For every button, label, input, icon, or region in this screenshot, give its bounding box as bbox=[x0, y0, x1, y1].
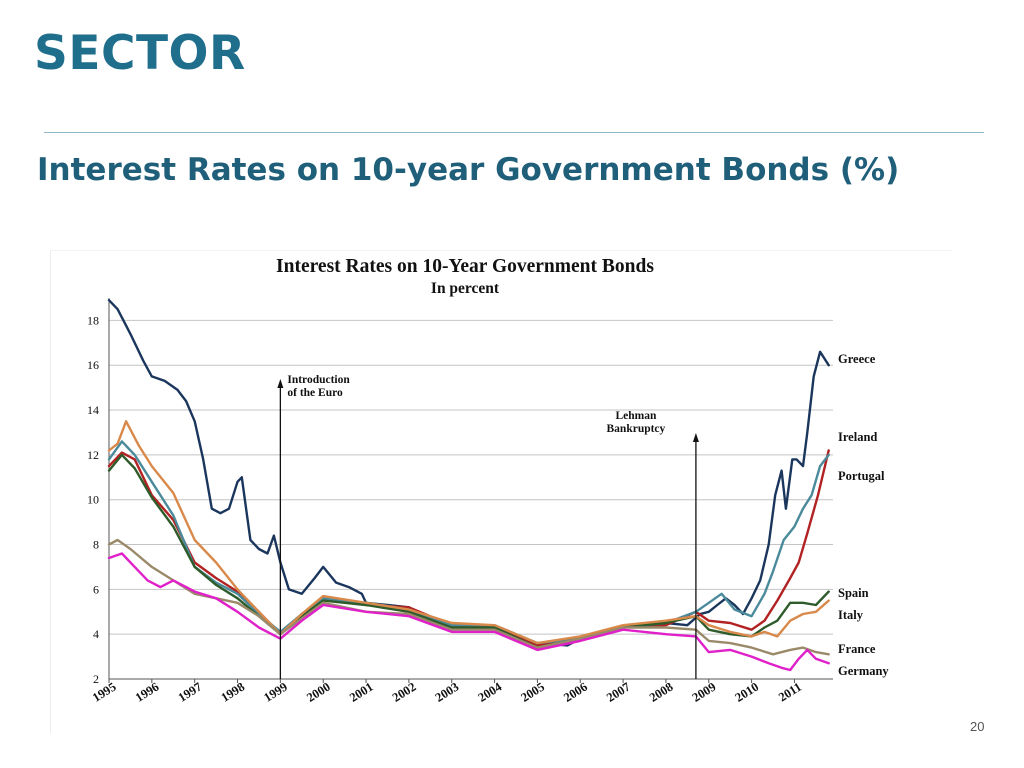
annotation-text: Bankruptcy bbox=[607, 423, 666, 435]
slide-title: SECTOR bbox=[34, 26, 246, 81]
chart-container: Interest Rates on 10-Year Government Bon… bbox=[50, 250, 953, 733]
y-tick-label: 18 bbox=[87, 313, 99, 327]
series-line-portugal bbox=[107, 440, 830, 645]
x-tick-label: 1997 bbox=[176, 680, 205, 705]
series-label-portugal: Portugal bbox=[838, 469, 885, 483]
y-tick-label: 12 bbox=[87, 448, 99, 462]
series-lines bbox=[107, 299, 830, 672]
x-tick-label: 2001 bbox=[347, 680, 376, 705]
x-tick-label: 1998 bbox=[218, 680, 247, 705]
x-tick-label: 2004 bbox=[476, 679, 505, 705]
x-tick-label: 2011 bbox=[776, 680, 804, 705]
y-tick-label: 2 bbox=[93, 672, 99, 686]
annotation-text: of the Euro bbox=[287, 387, 343, 399]
line-chart: Interest Rates on 10-Year Government Bon… bbox=[87, 256, 889, 705]
x-tick-label: 2008 bbox=[647, 680, 676, 705]
y-tick-label: 10 bbox=[87, 493, 99, 507]
chart-title: Interest Rates on 10-Year Government Bon… bbox=[276, 256, 654, 277]
series-line-france bbox=[107, 538, 830, 656]
series-label-france: France bbox=[838, 642, 876, 656]
series-label-ireland: Ireland bbox=[838, 430, 877, 444]
series-label-germany: Germany bbox=[838, 664, 889, 678]
series-label-italy: Italy bbox=[838, 608, 864, 622]
annotation-text: Lehman bbox=[615, 410, 657, 422]
chart-subtitle: In percent bbox=[431, 280, 500, 297]
x-tick-label: 2010 bbox=[733, 680, 762, 705]
annotation-arrow bbox=[692, 433, 699, 442]
x-tick-label: 2009 bbox=[690, 680, 719, 705]
y-tick-label: 8 bbox=[93, 538, 99, 552]
series-line-italy bbox=[107, 420, 830, 645]
x-tick-label: 2000 bbox=[304, 680, 333, 705]
series-labels: Greece Ireland Portugal Spain Italy France Ger… bbox=[838, 352, 889, 678]
y-tick-label: 14 bbox=[87, 403, 99, 417]
x-tick-label: 2005 bbox=[518, 680, 547, 705]
y-tick-label: 4 bbox=[93, 627, 99, 641]
x-tick-label: 1999 bbox=[261, 680, 290, 705]
series-label-spain: Spain bbox=[838, 586, 869, 600]
x-tick-label: 2007 bbox=[604, 680, 633, 705]
series-line-ireland bbox=[107, 449, 830, 647]
annotation-arrow bbox=[277, 379, 284, 388]
y-tick-label: 6 bbox=[93, 582, 99, 596]
annotation-text: Introduction bbox=[287, 374, 350, 386]
x-tick-label: 2006 bbox=[561, 680, 590, 705]
series-line-spain bbox=[107, 453, 830, 649]
x-tick-label: 1996 bbox=[133, 680, 162, 705]
series-label-greece: Greece bbox=[838, 352, 876, 366]
y-tick-label: 16 bbox=[87, 358, 99, 372]
x-tick-label: 2003 bbox=[433, 680, 462, 705]
series-line-germany bbox=[107, 552, 830, 672]
slide-subtitle: Interest Rates on 10-year Government Bon… bbox=[37, 152, 900, 188]
title-divider bbox=[44, 132, 984, 133]
page-number: 20 bbox=[970, 719, 985, 734]
x-tick-label: 2002 bbox=[390, 680, 419, 705]
